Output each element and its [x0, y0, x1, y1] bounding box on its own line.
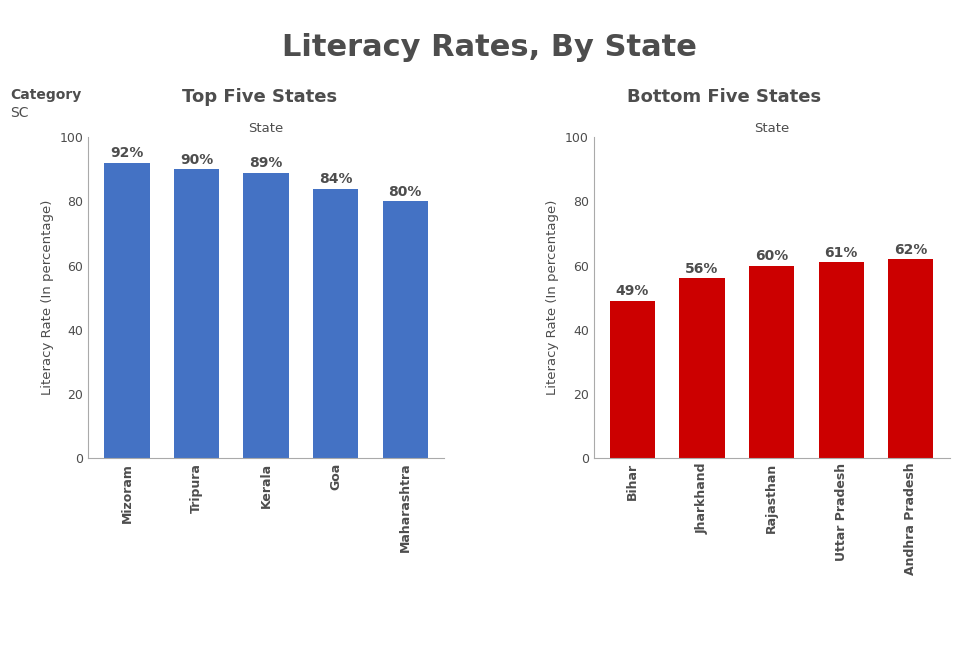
Text: 56%: 56%: [685, 262, 718, 276]
Y-axis label: Literacy Rate (In percentage): Literacy Rate (In percentage): [546, 200, 558, 395]
Text: 60%: 60%: [754, 249, 787, 263]
Text: Top Five States: Top Five States: [182, 88, 336, 107]
Text: 49%: 49%: [615, 284, 648, 298]
Text: SC: SC: [10, 106, 28, 120]
Bar: [609, 301, 654, 458]
Bar: [679, 279, 724, 458]
Title: State: State: [248, 122, 284, 135]
Text: 62%: 62%: [893, 243, 926, 256]
Bar: [748, 266, 793, 458]
Text: 89%: 89%: [249, 156, 283, 170]
Text: Literacy Rates, By State: Literacy Rates, By State: [282, 33, 696, 61]
Bar: [105, 163, 150, 458]
Text: 90%: 90%: [180, 153, 213, 167]
Bar: [174, 169, 219, 458]
Title: State: State: [753, 122, 788, 135]
Text: Category: Category: [10, 88, 81, 102]
Bar: [382, 201, 427, 458]
Text: Bottom Five States: Bottom Five States: [627, 88, 821, 107]
Bar: [818, 262, 863, 458]
Text: 80%: 80%: [388, 185, 422, 199]
Text: 61%: 61%: [823, 246, 857, 260]
Bar: [313, 188, 358, 458]
Bar: [887, 259, 932, 458]
Text: 84%: 84%: [319, 172, 352, 186]
Text: 92%: 92%: [111, 146, 144, 160]
Bar: [244, 173, 289, 458]
Y-axis label: Literacy Rate (In percentage): Literacy Rate (In percentage): [41, 200, 54, 395]
